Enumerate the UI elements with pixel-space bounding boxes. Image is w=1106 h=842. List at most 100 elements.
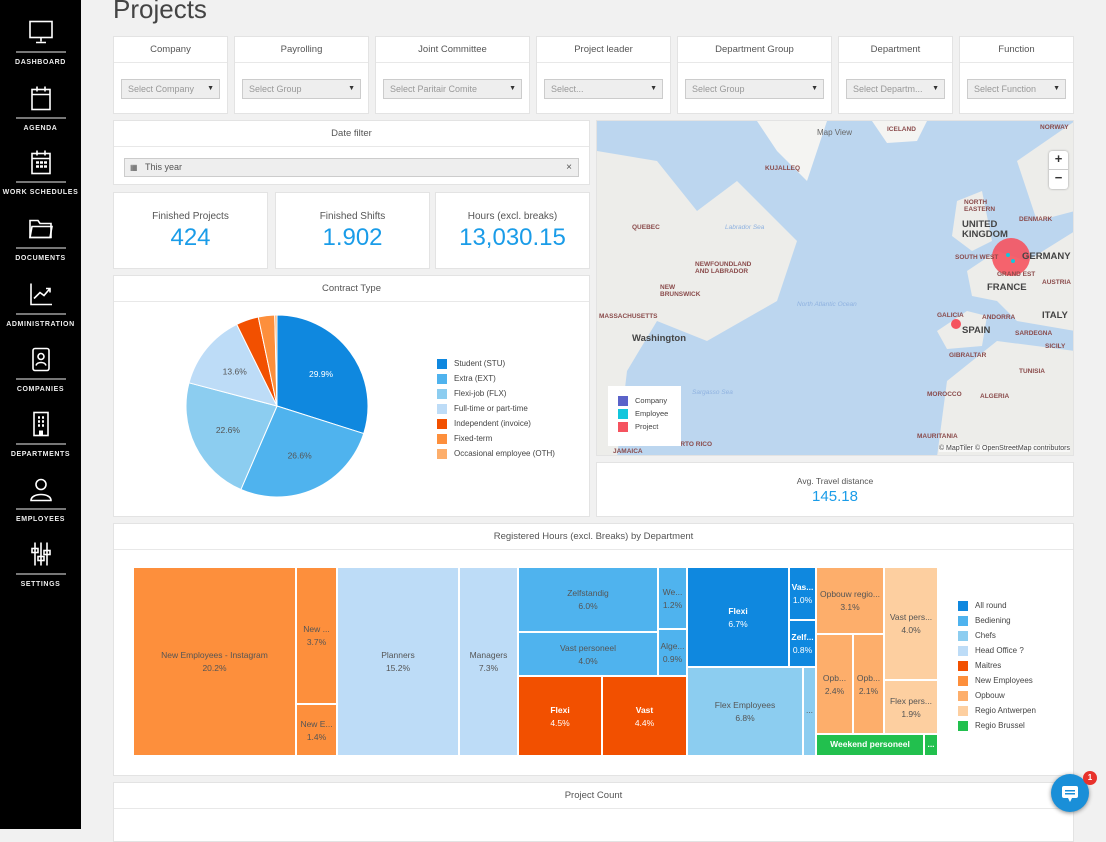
legend-label: Regio Antwerpen (975, 706, 1036, 715)
sidebar-item-work-schedules[interactable]: WORK SCHEDULES (0, 148, 81, 196)
cell-label: Managers (469, 650, 508, 660)
treemap-cell[interactable]: Opbouw regio... 3.1% (816, 567, 884, 634)
legend-item[interactable]: Bediening (958, 613, 1036, 628)
pie-slice[interactable] (240, 405, 365, 498)
chat-icon (1062, 786, 1078, 802)
pie-slice[interactable] (274, 314, 278, 407)
treemap-cell[interactable]: New E... 1.4% (296, 704, 337, 756)
cell-label: Opb... (822, 672, 847, 683)
filter-select[interactable]: Select... ▼ (544, 79, 663, 99)
treemap-cell[interactable]: Planners 15.2% (337, 567, 459, 756)
clear-date-button[interactable]: × (566, 162, 572, 173)
legend-item[interactable]: Head Office ? (958, 643, 1036, 658)
sidebar-item-documents[interactable]: DOCUMENTS (0, 214, 81, 262)
treemap-cell[interactable]: Weekend personeel (816, 734, 924, 756)
treemap-cell[interactable]: Vas... 1.0% (789, 567, 816, 620)
legend-item[interactable]: Independent (invoice) (437, 416, 555, 431)
treemap-cell[interactable]: Opb... 2.4% (816, 634, 853, 734)
treemap-cell[interactable]: Flexi 6.7% (687, 567, 789, 667)
chat-button[interactable]: 1 (1051, 771, 1097, 812)
legend-label: Occasional employee (OTH) (454, 449, 555, 458)
legend-item[interactable]: All round (958, 598, 1036, 613)
legend-item[interactable]: Regio Antwerpen (958, 703, 1036, 718)
legend-item[interactable]: Flexi-job (FLX) (437, 386, 555, 401)
filter-select[interactable]: Select Departm... ▼ (846, 79, 945, 99)
treemap-cell[interactable]: Opb... 2.1% (853, 634, 884, 734)
legend-item[interactable]: Opbouw (958, 688, 1036, 703)
pie-slice[interactable] (188, 323, 278, 407)
chevron-down-icon: ▼ (650, 85, 657, 92)
legend-swatch (618, 408, 628, 419)
date-filter-input[interactable]: ▦ This year × (124, 158, 579, 177)
legend-item[interactable]: Student (STU) (437, 356, 555, 371)
map-place-label: NORWAY (1040, 124, 1069, 131)
treemap-cell[interactable]: Flex Employees 6.8% (687, 667, 803, 756)
legend-item[interactable]: Maitres (958, 658, 1036, 673)
sidebar-item-dashboard[interactable]: DASHBOARD (0, 18, 81, 66)
legend-item[interactable]: Chefs (958, 628, 1036, 643)
cell-value: 1.4% (306, 731, 327, 742)
divider (15, 181, 66, 183)
filter-select[interactable]: Select Group ▼ (242, 79, 361, 99)
zoom-in-button[interactable]: + (1049, 151, 1068, 170)
sidebar-item-companies[interactable]: COMPANIES (0, 345, 81, 393)
map-place-label: Labrador Sea (725, 224, 765, 231)
treemap-cell[interactable]: We... 1.2% (658, 567, 687, 629)
map-legend-item[interactable]: Project (618, 420, 681, 433)
filter-select[interactable]: Select Company ▼ (121, 79, 220, 99)
treemap-cell[interactable]: Zelf... 0.8% (789, 620, 816, 667)
cell-label: Weekend personeel (830, 738, 910, 749)
sidebar-item-employees[interactable]: EMPLOYEES (0, 475, 81, 523)
map-legend-item[interactable]: Employee (618, 407, 681, 420)
treemap-cell[interactable]: Flexi 4.5% (518, 676, 602, 756)
treemap-cell[interactable]: Flex pers... 1.9% (884, 680, 938, 734)
legend-item[interactable]: Extra (EXT) (437, 371, 555, 386)
sidebar-item-departments[interactable]: DEPARTMENTS (0, 410, 81, 458)
legend-item[interactable]: Fixed-term (437, 431, 555, 446)
cell-label: Planners (381, 650, 415, 660)
treemap-cell[interactable]: Vast personeel 4.0% (518, 632, 658, 676)
travel-label: Avg. Travel distance (796, 476, 874, 486)
chevron-down-icon: ▼ (1053, 85, 1060, 92)
treemap-cell[interactable]: New ... 3.7% (296, 567, 337, 704)
chevron-down-icon: ▼ (348, 85, 355, 92)
map-place-label: GIBRALTAR (949, 352, 987, 359)
legend-item[interactable]: Regio Brussel (958, 718, 1036, 733)
filter-department: Department Select Departm... ▼ (838, 36, 953, 114)
treemap-cell[interactable]: Zelfstandig 6.0% (518, 567, 658, 632)
treemap-cell[interactable]: Vast 4.4% (602, 676, 687, 756)
legend-swatch (958, 645, 968, 656)
map-legend-item[interactable]: Company (618, 394, 681, 407)
sidebar-item-agenda[interactable]: AGENDA (0, 84, 81, 132)
filter-select[interactable]: Select Function ▼ (967, 79, 1066, 99)
treemap-cell[interactable]: Vast pers... 4.0% (884, 567, 938, 680)
filter-payrolling: Payrolling Select Group ▼ (234, 36, 369, 114)
legend-label: Student (STU) (454, 359, 506, 368)
zoom-out-button[interactable]: − (1054, 170, 1063, 185)
map-place-label: TUNISIA (1019, 368, 1045, 375)
legend-swatch (958, 660, 968, 671)
sidebar-item-settings[interactable]: SETTINGS (0, 540, 81, 588)
treemap-cell[interactable]: New Employees - Instagram 20.2% (133, 567, 296, 756)
legend-item[interactable]: New Employees (958, 673, 1036, 688)
map-place-label: QUEBEC (632, 224, 660, 231)
cell-value: 7.3% (478, 663, 499, 673)
map-place-label: SICILY (1045, 343, 1066, 350)
pie-slice[interactable] (185, 382, 278, 491)
sidebar-item-administration[interactable]: ADMINISTRATION (0, 280, 81, 328)
treemap-cell[interactable]: Managers 7.3% (459, 567, 518, 756)
filter-select[interactable]: Select Group ▼ (685, 79, 824, 99)
pie-slice[interactable] (276, 314, 369, 435)
legend-label: All round (975, 601, 1007, 610)
treemap-cell[interactable]: ... (924, 734, 938, 756)
cell-label: Vast (635, 704, 654, 715)
map-place-label: GRAND EST (997, 271, 1036, 278)
treemap-cell[interactable]: Alge... 0.9% (658, 629, 687, 676)
legend-item[interactable]: Full-time or part-time (437, 401, 555, 416)
map-attribution[interactable]: © MapTiler © OpenStreetMap contributors (938, 445, 1070, 452)
filter-select[interactable]: Select Paritair Comite ▼ (383, 79, 522, 99)
cell-value: 6.8% (735, 713, 755, 723)
legend-item[interactable]: Occasional employee (OTH) (437, 446, 555, 461)
map-view[interactable]: ICELAND NORWAY KUJALLEQ QUEBEC Labrador Sea N… (596, 120, 1074, 456)
treemap-cell[interactable]: ... (803, 667, 816, 756)
